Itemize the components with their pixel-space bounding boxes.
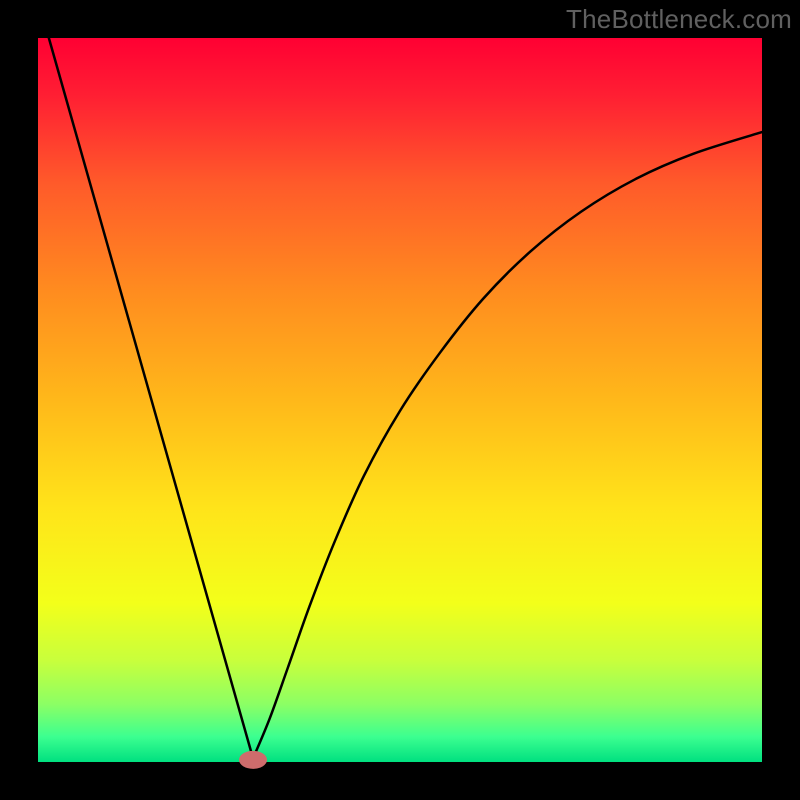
- bottleneck-chart: [0, 0, 800, 800]
- watermark-text: TheBottleneck.com: [566, 4, 792, 35]
- plot-background: [38, 38, 762, 762]
- minimum-marker: [239, 751, 267, 769]
- chart-container: TheBottleneck.com: [0, 0, 800, 800]
